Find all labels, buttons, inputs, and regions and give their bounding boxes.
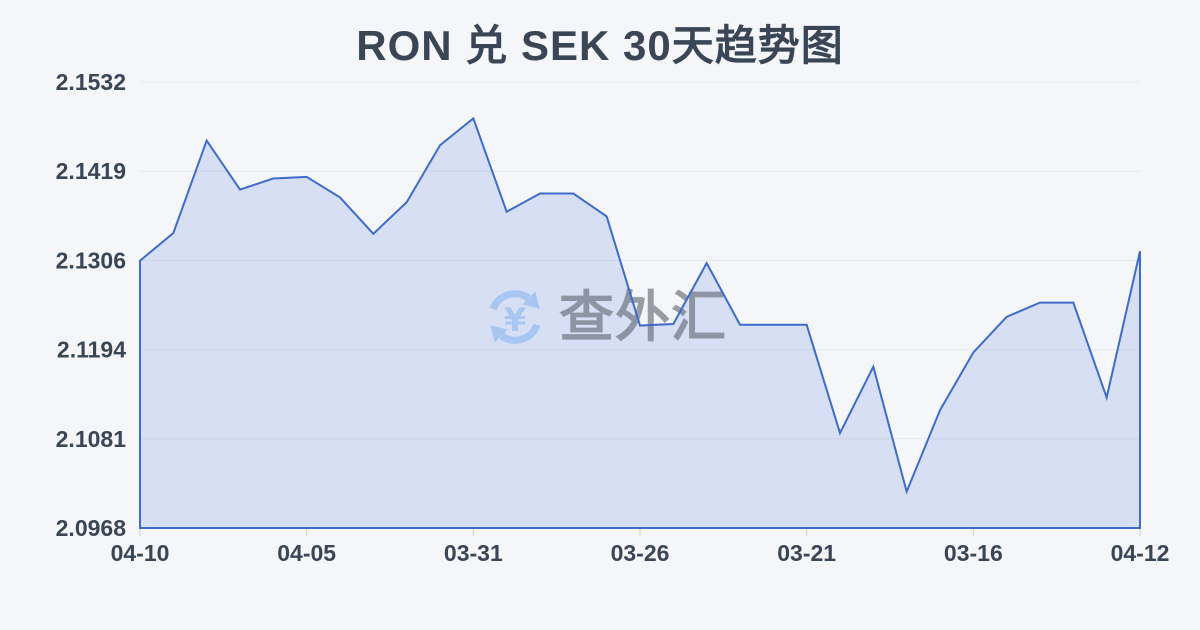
- y-axis-labels: 2.1532 2.1419 2.1306 2.1194 2.1081 2.0968: [56, 69, 127, 541]
- y-axis-label: 2.1081: [56, 426, 127, 452]
- y-axis-label: 2.1532: [56, 69, 126, 95]
- x-axis-label: 03-21: [777, 540, 836, 566]
- x-axis-label: 04-05: [277, 540, 336, 566]
- x-axis-labels: 04-10 04-05 03-31 03-26 03-21 03-16 04-12: [111, 528, 1170, 566]
- area-fill: [140, 118, 1140, 528]
- y-axis-label: 2.0968: [56, 515, 127, 541]
- x-axis-label: 03-16: [944, 540, 1003, 566]
- x-axis-label: 04-12: [1111, 540, 1170, 566]
- x-axis-label: 04-10: [111, 540, 170, 566]
- y-axis-label: 2.1194: [57, 337, 126, 363]
- chart-title: RON 兑 SEK 30天趋势图: [356, 22, 844, 69]
- y-axis-label: 2.1306: [56, 247, 126, 273]
- x-axis-label: 03-31: [444, 540, 503, 566]
- x-axis-label: 03-26: [611, 540, 670, 566]
- y-axis-label: 2.1419: [56, 158, 126, 184]
